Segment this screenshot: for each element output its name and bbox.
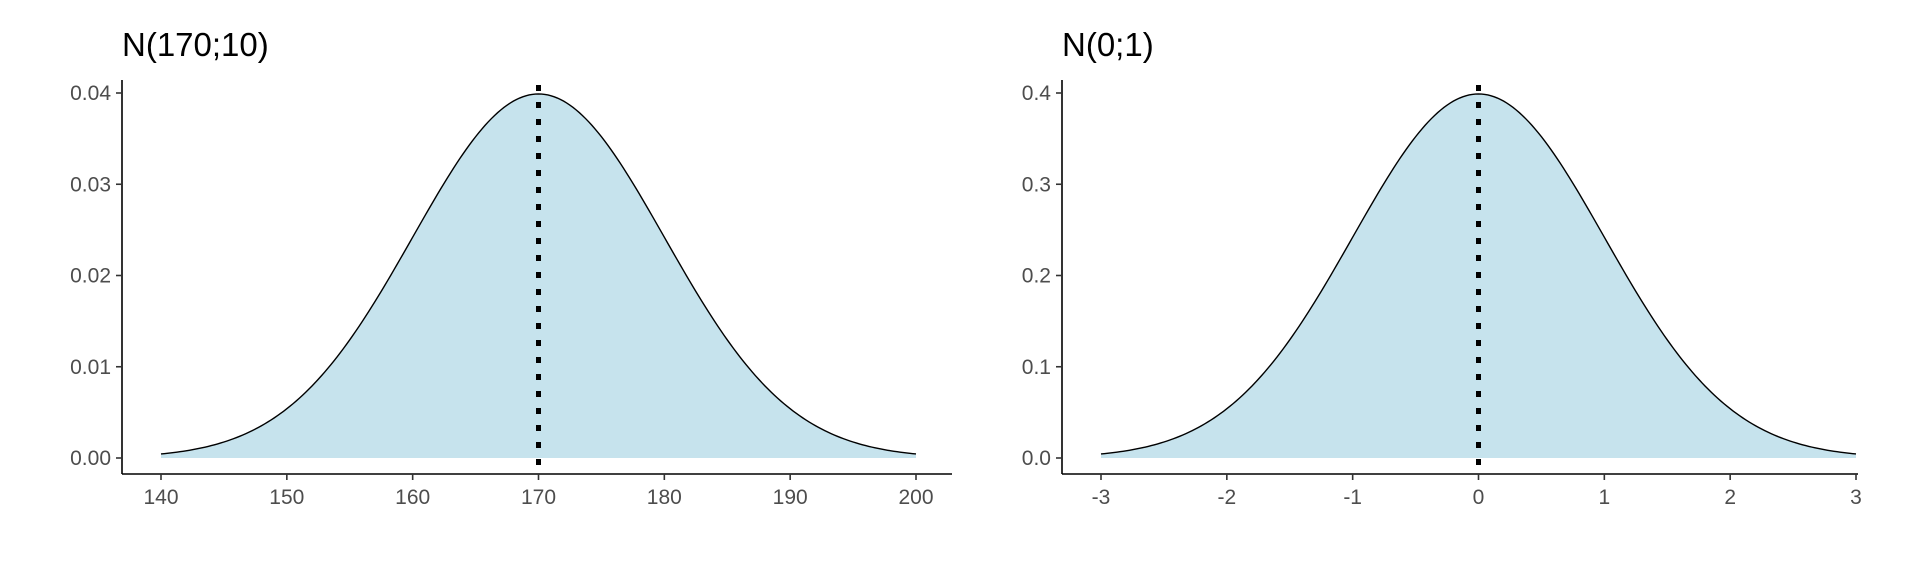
y-tick-label: 0.01 (70, 356, 111, 379)
x-tick-label: 2 (1724, 486, 1736, 509)
x-tick-label: 0 (1473, 486, 1485, 509)
y-tick-label: 0.02 (70, 265, 111, 288)
y-tick-label: 0.1 (1022, 356, 1051, 379)
y-tick-label: 0.3 (1022, 173, 1051, 196)
chart-panel-normal-170-10: 0.00 0.01 0.02 0.03 0.04 140 150 160 170 180 190 20… (70, 26, 952, 509)
chart-title: N(170;10) (122, 26, 269, 63)
x-tick-label: -2 (1217, 486, 1236, 509)
x-tick-label: 150 (269, 486, 304, 509)
chart-panel-standard-normal: 0.0 0.1 0.2 0.3 0.4 -3 -2 -1 0 1 2 3 N(0;1) (1022, 26, 1862, 509)
x-tick-label: -3 (1092, 486, 1111, 509)
y-tick-label: 0.04 (70, 82, 111, 105)
y-tick-label: 0.03 (70, 173, 111, 196)
x-tick-label: 3 (1850, 486, 1862, 509)
x-tick-label: 140 (143, 486, 178, 509)
x-tick-label: -1 (1343, 486, 1362, 509)
x-tick-label: 200 (898, 486, 933, 509)
x-tick-label: 190 (773, 486, 808, 509)
y-tick-label: 0.0 (1022, 447, 1051, 470)
y-tick-label: 0.4 (1022, 82, 1052, 105)
y-tick-label: 0.2 (1022, 265, 1051, 288)
x-tick-label: 170 (521, 486, 556, 509)
density-curve (1100, 93, 1857, 455)
chart-title: N(0;1) (1062, 26, 1154, 63)
density-curve (160, 93, 917, 455)
y-tick-label: 0.00 (70, 447, 111, 470)
x-tick-label: 1 (1598, 486, 1610, 509)
x-tick-label: 160 (395, 486, 430, 509)
x-tick-label: 180 (647, 486, 682, 509)
